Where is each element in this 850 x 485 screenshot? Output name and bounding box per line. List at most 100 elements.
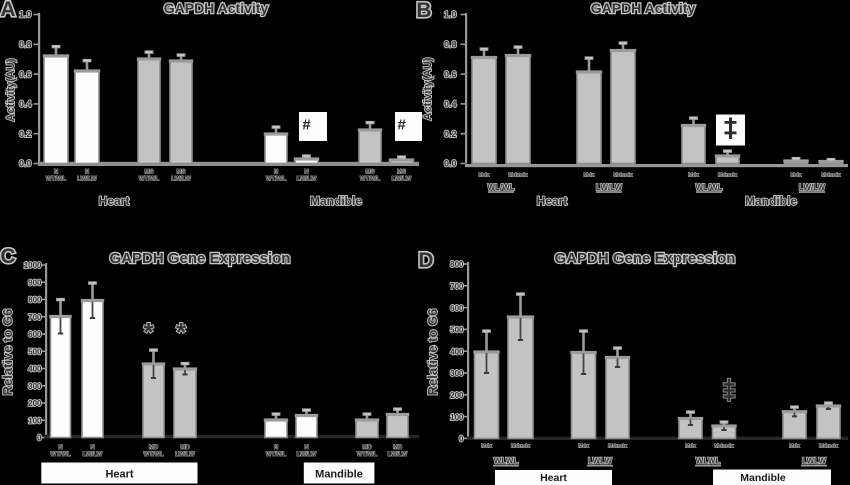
svg-text:900: 900 — [28, 278, 42, 287]
svg-text:N: N — [54, 170, 58, 176]
svg-text:Heart: Heart — [99, 194, 130, 208]
svg-text:100: 100 — [28, 416, 42, 425]
svg-text:Mdmdx: Mdmdx — [511, 444, 531, 450]
svg-text:MS: MS — [397, 170, 406, 176]
svg-text:800: 800 — [28, 296, 42, 305]
svg-text:600: 600 — [450, 304, 464, 313]
svg-text:Relative to G6: Relative to G6 — [0, 309, 15, 396]
svg-text:GAPDH Activity: GAPDH Activity — [164, 0, 269, 16]
svg-text:Mdmdx: Mdmdx — [613, 173, 633, 179]
svg-text:LW/LW: LW/LW — [77, 177, 97, 183]
svg-text:Mdx: Mdx — [685, 444, 697, 450]
svg-text:Mdmdx: Mdmdx — [714, 444, 734, 450]
svg-text:Heart: Heart — [105, 469, 133, 481]
svg-text:*: * — [176, 317, 187, 347]
svg-text:Mandible: Mandible — [315, 469, 363, 481]
svg-text:N: N — [304, 170, 308, 176]
svg-text:Mdx: Mdx — [479, 173, 491, 179]
svg-text:0: 0 — [459, 435, 464, 444]
svg-text:GAPDH Gene Expression: GAPDH Gene Expression — [555, 250, 736, 267]
svg-text:Mdx: Mdx — [688, 173, 700, 179]
svg-text:800: 800 — [450, 260, 464, 269]
svg-text:LW/LW: LW/LW — [297, 177, 317, 183]
svg-text:*: * — [143, 317, 154, 347]
svg-text:0.2: 0.2 — [19, 129, 32, 139]
svg-text:400: 400 — [450, 347, 464, 356]
svg-text:Mdx: Mdx — [481, 444, 493, 450]
svg-text:N: N — [274, 445, 278, 451]
svg-text:0.8: 0.8 — [444, 40, 457, 50]
svg-text:100: 100 — [450, 413, 464, 422]
svg-text:0.4: 0.4 — [444, 99, 457, 109]
svg-text:0.0: 0.0 — [19, 159, 32, 169]
svg-text:LW/LW: LW/LW — [171, 177, 191, 183]
svg-text:600: 600 — [28, 330, 42, 339]
svg-text:WT/WL: WT/WL — [266, 452, 287, 458]
svg-text:LW/LW: LW/LW — [388, 452, 408, 458]
svg-text:MD: MD — [180, 445, 190, 451]
svg-text:MD: MD — [149, 445, 159, 451]
svg-text:1000: 1000 — [24, 261, 42, 270]
svg-text:500: 500 — [450, 326, 464, 335]
svg-text:LW/LW: LW/LW — [799, 183, 826, 192]
svg-text:#: # — [302, 117, 311, 134]
svg-text:WT/WL: WT/WL — [139, 177, 160, 183]
svg-text:0.4: 0.4 — [19, 99, 32, 109]
svg-text:GAPDH Activity: GAPDH Activity — [591, 0, 696, 16]
svg-text:0.6: 0.6 — [444, 69, 457, 79]
svg-text:WT/WL: WT/WL — [357, 452, 378, 458]
svg-text:Mandible: Mandible — [745, 194, 797, 208]
svg-text:WT/WL: WT/WL — [360, 177, 381, 183]
svg-text:Mdmdx: Mdmdx — [508, 173, 528, 179]
svg-text:Mdx: Mdx — [584, 173, 596, 179]
svg-text:D: D — [418, 249, 433, 272]
svg-text:MD: MD — [362, 445, 372, 451]
svg-text:200: 200 — [450, 391, 464, 400]
svg-text:LW/LW: LW/LW — [175, 452, 195, 458]
svg-text:WLWL: WLWL — [696, 457, 721, 466]
svg-text:WL/WL: WL/WL — [695, 183, 722, 192]
svg-text:Mdmdx: Mdmdx — [608, 444, 628, 450]
svg-text:WL/WL: WL/WL — [487, 183, 514, 192]
svg-text:0.8: 0.8 — [19, 40, 32, 50]
svg-text:N: N — [304, 445, 308, 451]
svg-text:1.0: 1.0 — [444, 10, 457, 20]
svg-text:0.6: 0.6 — [19, 69, 32, 79]
svg-text:#: # — [398, 117, 407, 134]
svg-text:0: 0 — [37, 434, 42, 443]
svg-text:LWLW: LWLW — [802, 457, 826, 466]
svg-text:MS: MS — [366, 170, 375, 176]
svg-text:Activity(AU): Activity(AU) — [5, 58, 17, 121]
svg-text:C: C — [0, 245, 15, 268]
svg-text:MD: MD — [393, 445, 403, 451]
svg-text:A: A — [0, 0, 15, 21]
svg-text:200: 200 — [28, 399, 42, 408]
svg-text:N: N — [90, 445, 94, 451]
svg-text:WT/WL: WT/WL — [143, 452, 164, 458]
svg-text:Mdx: Mdx — [789, 444, 801, 450]
svg-text:Mdmdx: Mdmdx — [821, 173, 841, 179]
svg-text:1.0: 1.0 — [19, 10, 32, 20]
svg-text:LWLW: LWLW — [588, 457, 612, 466]
svg-text:N: N — [274, 170, 278, 176]
svg-text:Mdx: Mdx — [578, 444, 590, 450]
svg-text:GAPDH Gene Expression: GAPDH Gene Expression — [110, 250, 291, 267]
svg-text:N: N — [85, 170, 89, 176]
svg-text:Mandible: Mandible — [310, 194, 362, 208]
svg-text:0.0: 0.0 — [444, 159, 457, 169]
svg-text:500: 500 — [28, 347, 42, 356]
svg-text:300: 300 — [28, 382, 42, 391]
svg-text:Mdmdx: Mdmdx — [718, 173, 738, 179]
svg-text:MS: MS — [177, 170, 186, 176]
svg-text:LW/LW: LW/LW — [297, 452, 317, 458]
svg-text:LW/LW: LW/LW — [596, 183, 623, 192]
svg-text:300: 300 — [450, 369, 464, 378]
svg-text:Mdmdx: Mdmdx — [819, 444, 839, 450]
svg-text:Activity(AU): Activity(AU) — [422, 57, 434, 120]
svg-text:LW/LW: LW/LW — [83, 452, 103, 458]
svg-text:700: 700 — [450, 282, 464, 291]
svg-text:WT/WL: WT/WL — [50, 452, 71, 458]
svg-text:Mdx: Mdx — [791, 173, 803, 179]
svg-text:Mandible: Mandible — [740, 472, 786, 484]
svg-text:MS: MS — [145, 170, 154, 176]
